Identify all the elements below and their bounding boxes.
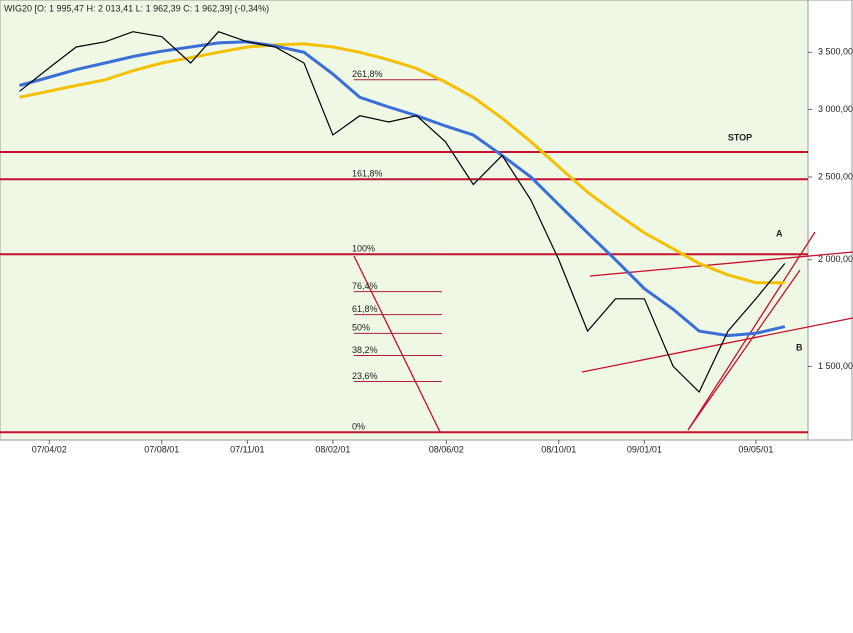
annotation: B [796,342,803,352]
y-tick-label: 3 500,00 [818,47,853,57]
trendline [589,251,853,277]
fib-label: 161,8% [352,169,383,179]
series-line [19,42,785,285]
y-tick-label: 2 500,00 [818,171,853,181]
fib-label: 0% [352,422,365,432]
fib-label: 23,6% [352,371,378,381]
x-tick-label: 08/02/01 [315,444,350,454]
fib-label: 76,4% [352,281,378,291]
fib-diagonal [353,255,441,433]
fib-label: 50% [352,323,370,333]
fib-label: 100% [352,244,375,254]
y-tick-label: 1 500,00 [818,361,853,371]
trendline [687,231,816,431]
x-tick-label: 07/08/01 [144,444,179,454]
fib-label: 261,8% [352,69,383,79]
chart-title: WIG20 [O: 1 995,47 H: 2 013,41 L: 1 962,… [4,3,269,13]
x-tick-label: 07/11/01 [230,444,264,454]
annotation: A [776,228,783,238]
x-tick-label: 07/04/02 [32,444,67,454]
x-tick-label: 09/05/01 [738,444,773,454]
fib-label: 38,2% [352,345,378,355]
y-tick-label: 3 000,00 [818,104,853,114]
trendline [687,269,801,431]
x-tick-label: 08/10/01 [541,444,576,454]
series-line [19,31,786,394]
trendline [581,317,853,373]
x-tick-label: 08/06/02 [429,444,464,454]
trendlines [353,231,853,433]
x-tick-label: 09/01/01 [627,444,662,454]
axis-area [807,0,853,441]
y-tick-label: 2 000,00 [818,254,853,264]
series-line [19,40,786,338]
stop-label: STOP [728,132,752,142]
fib-label: 61,8% [352,304,378,314]
